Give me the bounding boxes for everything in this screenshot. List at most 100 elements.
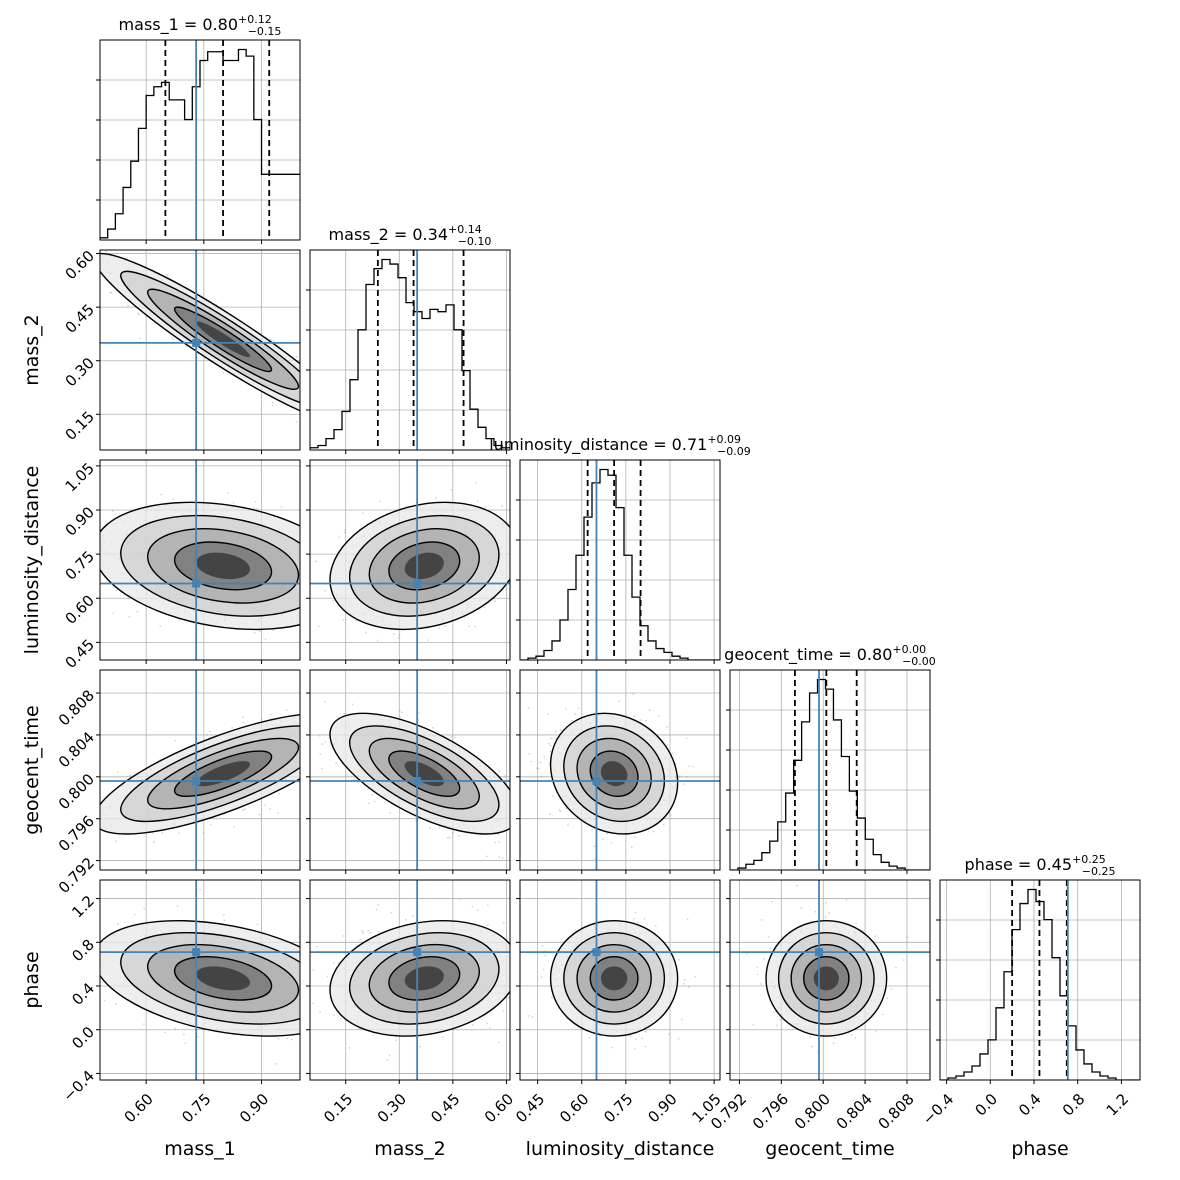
sample-point [494, 599, 496, 602]
sample-point [398, 709, 401, 712]
sample-point [450, 736, 453, 739]
panel-frame [99, 669, 301, 871]
sample-point [206, 734, 208, 736]
panel-content [520, 670, 720, 870]
panel-title-luminosity_distance: luminosity_distance = 0.71+0.09 −0.09 [489, 433, 751, 458]
sample-point [138, 337, 141, 340]
sample-point [376, 639, 379, 642]
sample-point [160, 493, 163, 496]
sample-point [112, 612, 115, 615]
sample-point [243, 808, 246, 811]
sample-point [448, 836, 451, 839]
sample-point [277, 811, 280, 814]
sample-point [270, 339, 273, 341]
title-minus: −0.15 [248, 25, 282, 38]
panel-frame [309, 669, 511, 871]
sample-point [172, 498, 174, 500]
panel-mass_1-vs-mass_1: mass_1 = 0.80+0.12 −0.15 [96, 13, 301, 244]
sample-point [137, 314, 140, 316]
panel-content [310, 670, 510, 870]
sample-point [458, 834, 461, 837]
sample-point [272, 401, 274, 404]
sample-point [342, 618, 345, 621]
panel-content [100, 40, 300, 240]
sample-point [648, 709, 651, 712]
sample-point [476, 500, 479, 502]
panel-content [310, 250, 510, 450]
sample-point [591, 828, 593, 831]
sample-point [389, 811, 392, 814]
sample-point [136, 610, 139, 613]
sample-point [227, 491, 229, 494]
y-axis-label-mass_2: mass_2 [21, 314, 43, 386]
sample-point [503, 775, 506, 777]
panel-frame [99, 459, 301, 661]
sample-point [152, 841, 155, 843]
sample-point [258, 813, 261, 816]
truth-marker [413, 776, 422, 785]
sample-point [559, 810, 562, 813]
sample-point [438, 827, 441, 829]
sample-point [129, 774, 132, 777]
sample-point [280, 506, 283, 508]
panel-content [310, 460, 510, 660]
sample-point [242, 721, 244, 724]
panel-luminosity_distance-vs-mass_2 [306, 459, 511, 664]
sample-point [324, 741, 327, 744]
sample-point [222, 372, 225, 374]
panel-content [100, 460, 300, 660]
sample-point [486, 855, 488, 858]
panel-content [520, 460, 720, 660]
sample-point [399, 716, 401, 719]
sample-point [314, 560, 317, 563]
sample-point [364, 631, 367, 634]
panel-mass_2-vs-mass_2: mass_2 = 0.34+0.14 −0.10 [306, 223, 511, 454]
panel-content [100, 250, 300, 450]
sample-point [215, 303, 218, 306]
sample-point [452, 832, 454, 835]
sample-point [269, 807, 272, 810]
sample-point [115, 589, 118, 592]
sample-point [185, 345, 187, 348]
sample-point [295, 355, 298, 358]
sample-point [361, 512, 364, 515]
sample-point [367, 788, 369, 790]
title-plus: +0.14 [448, 223, 482, 236]
panel-grid: mass_1 = 0.80+0.12 −0.150.150.300.450.60m… [21, 13, 1141, 1160]
panel-title-mass_1: mass_1 = 0.80+0.12 −0.15 [119, 13, 282, 38]
sample-point [331, 599, 334, 602]
sample-point [337, 715, 340, 718]
sample-point [484, 505, 487, 508]
sample-point [260, 718, 263, 720]
sample-point [639, 719, 642, 721]
density-contour-4 [404, 552, 444, 580]
sample-point [571, 719, 573, 722]
density-contour-4 [196, 321, 250, 358]
sample-point [166, 274, 169, 277]
sample-point [111, 510, 114, 512]
sample-point [398, 634, 401, 637]
sample-point [127, 597, 130, 600]
sample-point [277, 792, 280, 795]
sample-point [171, 337, 174, 340]
sample-point [321, 743, 324, 745]
truth-marker [192, 776, 201, 785]
sample-point [633, 715, 636, 718]
sample-point [116, 771, 119, 773]
sample-point [426, 639, 429, 642]
y-axis-label-luminosity_distance: luminosity_distance [21, 466, 43, 655]
sample-point [241, 809, 244, 812]
sample-point [338, 536, 340, 539]
sample-point [483, 606, 486, 609]
sample-point [453, 736, 456, 739]
sample-point [346, 773, 349, 776]
sample-point [324, 589, 327, 592]
title-plus: +0.09 [707, 433, 741, 446]
density-contour-4 [404, 761, 444, 787]
sample-point [497, 833, 500, 836]
sample-point [233, 825, 236, 828]
sample-point [104, 250, 107, 253]
sample-point [114, 840, 117, 843]
sample-point [501, 857, 504, 859]
